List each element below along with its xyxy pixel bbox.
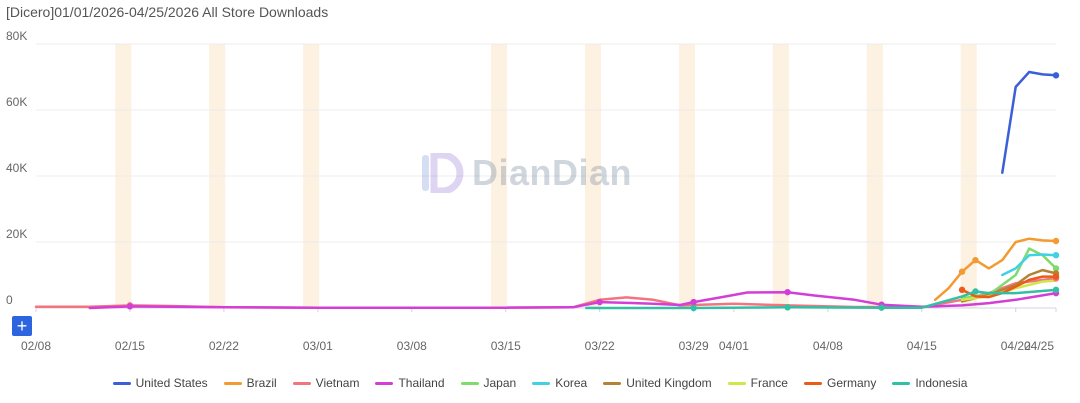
y-tick-label: 80K — [6, 29, 27, 43]
legend-item[interactable]: Japan — [460, 376, 517, 390]
legend-swatch — [223, 381, 242, 385]
x-tick-label: 02/22 — [209, 339, 239, 353]
legend-label: United Kingdom — [626, 376, 712, 390]
legend-label: Korea — [555, 376, 588, 390]
x-tick-label: 03/22 — [585, 339, 615, 353]
series-markers — [126, 72, 1060, 312]
legend-swatch — [892, 381, 911, 385]
series-line-5[interactable] — [1001, 253, 1058, 277]
legend-item[interactable]: Korea — [532, 376, 587, 390]
series-point[interactable] — [1052, 237, 1060, 245]
y-tick-label: 60K — [6, 95, 27, 109]
legend-label: Brazil — [246, 376, 277, 390]
y-axis-ticks: 0 20K 40K 60K 80K — [6, 29, 27, 307]
series-point[interactable] — [1052, 286, 1060, 294]
x-tick-label: 02/08 — [21, 339, 51, 353]
series-lines — [34, 70, 1058, 310]
series-point[interactable] — [1052, 252, 1060, 259]
legend-label: United States — [135, 376, 208, 390]
grid-lines — [36, 43, 1056, 309]
legend-swatch — [460, 381, 479, 385]
legend-swatch — [112, 381, 131, 385]
legend-item[interactable]: Thailand — [375, 376, 445, 390]
y-tick-label: 40K — [6, 161, 27, 175]
legend-label: Indonesia — [915, 376, 968, 390]
legend-label: Japan — [483, 376, 517, 390]
x-tick-label: 04/01 — [719, 339, 749, 353]
series-point[interactable] — [972, 256, 979, 264]
legend-label: France — [750, 376, 788, 390]
chart-title: [Dicero]01/01/2026-04/25/2026 All Store … — [6, 4, 329, 20]
legend-swatch — [603, 381, 622, 385]
legend-item[interactable]: Vietnam — [292, 376, 360, 390]
series-point[interactable] — [784, 304, 791, 311]
series-point[interactable] — [958, 286, 966, 294]
legend-item[interactable]: United States — [112, 376, 208, 390]
series-point[interactable] — [690, 298, 697, 306]
legend-label: Vietnam — [315, 376, 360, 390]
legend-swatch — [727, 381, 746, 385]
series-point[interactable] — [126, 303, 134, 310]
series-point[interactable] — [596, 298, 603, 306]
legend-item[interactable]: Germany — [803, 376, 877, 390]
add-button[interactable]: + — [12, 316, 32, 336]
x-axis-ticks: 02/08 02/15 02/22 03/01 03/08 03/15 03/22 03/29… — [21, 308, 1057, 353]
legend-swatch — [292, 381, 311, 385]
series-line-1[interactable] — [933, 237, 1058, 302]
legend-item[interactable]: United Kingdom — [603, 376, 712, 390]
series-point[interactable] — [1052, 265, 1060, 272]
legend-swatch — [803, 381, 822, 385]
series-line-0[interactable] — [1001, 70, 1058, 174]
x-tick-label: 03/01 — [303, 339, 333, 353]
x-tick-label: 04/22 — [1001, 339, 1031, 353]
legend-label: Thailand — [398, 376, 445, 390]
legend-swatch — [375, 381, 394, 385]
legend-item[interactable]: Indonesia — [892, 376, 967, 390]
x-tick-label: 03/29 — [679, 339, 709, 353]
series-point[interactable] — [958, 268, 966, 275]
x-tick-label: 04/08 — [813, 339, 843, 353]
legend-swatch — [532, 381, 551, 385]
series-point[interactable] — [1052, 273, 1060, 280]
legend-item[interactable]: France — [727, 376, 788, 390]
series-line-3[interactable] — [88, 290, 1058, 310]
series-line-8[interactable] — [960, 275, 1058, 299]
x-tick-label: 02/15 — [115, 339, 145, 353]
legend-label: Germany — [826, 376, 877, 390]
series-point[interactable] — [690, 304, 697, 312]
series-point[interactable] — [878, 304, 885, 311]
series-point[interactable] — [784, 288, 791, 296]
series-line-2[interactable] — [34, 277, 1058, 309]
legend: United States Brazil Vietnam Thailand Japan K… — [0, 376, 1080, 390]
series-point[interactable] — [1052, 72, 1060, 79]
series-line-9[interactable] — [585, 288, 1058, 310]
legend-item[interactable]: Brazil — [223, 376, 277, 390]
x-tick-label: 04/25 — [1024, 339, 1054, 353]
series-point[interactable] — [972, 288, 979, 295]
x-tick-label: 03/08 — [397, 339, 427, 353]
x-tick-label: 04/15 — [907, 339, 937, 353]
y-tick-label: 0 — [6, 293, 13, 307]
y-tick-label: 20K — [6, 227, 27, 241]
x-tick-label: 03/15 — [491, 339, 521, 353]
